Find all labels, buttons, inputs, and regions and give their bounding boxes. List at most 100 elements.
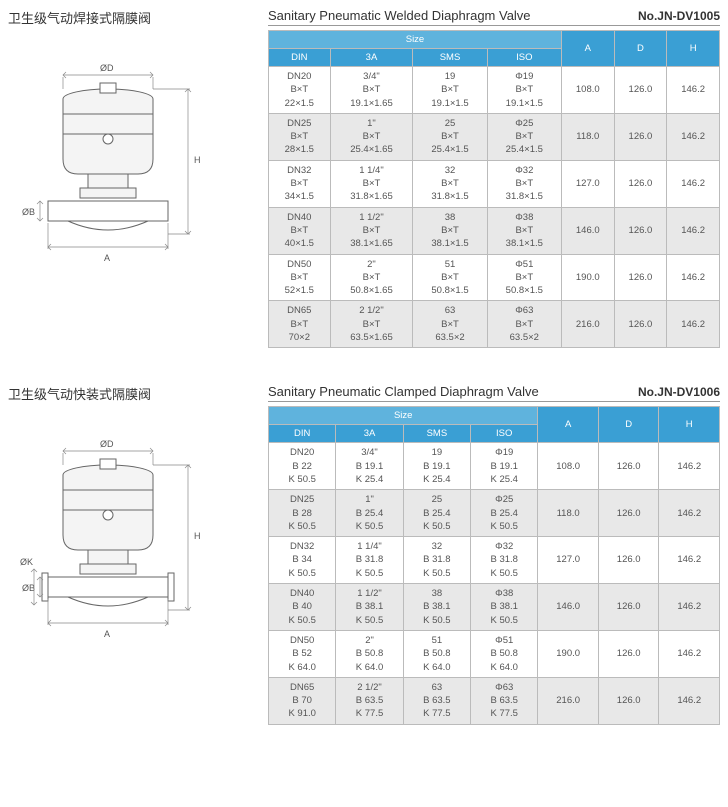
cell-iso: Φ63B 63.5K 77.5 <box>471 677 538 724</box>
cell-a: 108.0 <box>538 443 599 490</box>
cell-h: 146.2 <box>667 113 720 160</box>
cell-sms: 19B 19.1K 25.4 <box>403 443 470 490</box>
cell-3a: 1"B×T25.4×1.65 <box>330 113 413 160</box>
cell-sms: 19B×T19.1×1.5 <box>413 67 487 114</box>
svg-text:A: A <box>104 629 110 639</box>
left-column: 卫生级气动快装式隔膜阀 <box>8 384 268 724</box>
cell-3a: 2 1/2"B×T63.5×1.65 <box>330 301 413 348</box>
cell-a: 127.0 <box>538 537 599 584</box>
cell-sms: 51B×T50.8×1.5 <box>413 254 487 301</box>
cell-iso: Φ38B×T38.1×1.5 <box>487 207 561 254</box>
cell-d: 126.0 <box>614 254 667 301</box>
spec-table: Size A D H DIN 3A SMS ISO DN20B×T22×1.5 … <box>268 30 720 348</box>
valve-diagram: ØD H A ØB <box>8 39 258 269</box>
right-column: Sanitary Pneumatic Clamped Diaphragm Val… <box>268 384 720 724</box>
col-size: Size <box>269 31 562 49</box>
table-row: DN65B 70K 91.0 2 1/2"B 63.5K 77.5 63B 63… <box>269 677 720 724</box>
header-row: Sanitary Pneumatic Clamped Diaphragm Val… <box>268 384 720 402</box>
cell-iso: Φ19B×T19.1×1.5 <box>487 67 561 114</box>
table-row: DN65B×T70×2 2 1/2"B×T63.5×1.65 63B×T63.5… <box>269 301 720 348</box>
col-h: H <box>667 31 720 67</box>
left-column: 卫生级气动焊接式隔膜阀 <box>8 8 268 348</box>
cell-3a: 3/4"B×T19.1×1.65 <box>330 67 413 114</box>
cell-a: 146.0 <box>561 207 614 254</box>
cell-din: DN32B 34K 50.5 <box>269 537 336 584</box>
english-title: Sanitary Pneumatic Welded Diaphragm Valv… <box>268 8 531 23</box>
chinese-title: 卫生级气动焊接式隔膜阀 <box>8 8 258 27</box>
cell-sms: 32B 31.8K 50.5 <box>403 537 470 584</box>
cell-din: DN65B×T70×2 <box>269 301 331 348</box>
cell-sms: 25B 25.4K 50.5 <box>403 490 470 537</box>
cell-a: 190.0 <box>538 630 599 677</box>
cell-d: 126.0 <box>598 677 659 724</box>
cell-din: DN50B 52K 64.0 <box>269 630 336 677</box>
cell-d: 126.0 <box>598 490 659 537</box>
cell-d: 126.0 <box>614 113 667 160</box>
svg-text:ØB: ØB <box>22 207 35 217</box>
right-column: Sanitary Pneumatic Welded Diaphragm Valv… <box>268 8 720 348</box>
cell-d: 126.0 <box>614 160 667 207</box>
cell-d: 126.0 <box>598 443 659 490</box>
cell-iso: Φ51B×T50.8×1.5 <box>487 254 561 301</box>
cell-h: 146.2 <box>659 537 720 584</box>
model-number: No.JN-DV1006 <box>638 385 720 399</box>
cell-h: 146.2 <box>659 677 720 724</box>
cell-sms: 38B×T38.1×1.5 <box>413 207 487 254</box>
cell-h: 146.2 <box>667 160 720 207</box>
svg-text:ØK: ØK <box>20 557 33 567</box>
cell-iso: Φ51B 50.8K 64.0 <box>471 630 538 677</box>
cell-sms: 32B×T31.8×1.5 <box>413 160 487 207</box>
product-section: 卫生级气动快装式隔膜阀 <box>0 376 728 732</box>
cell-iso: Φ19B 19.1K 25.4 <box>471 443 538 490</box>
cell-din: DN25B×T28×1.5 <box>269 113 331 160</box>
cell-a: 108.0 <box>561 67 614 114</box>
col-din: DIN <box>269 425 336 443</box>
cell-d: 126.0 <box>598 584 659 631</box>
svg-text:ØB: ØB <box>22 583 35 593</box>
cell-3a: 1 1/4"B×T31.8×1.65 <box>330 160 413 207</box>
col-iso: ISO <box>487 49 561 67</box>
model-number: No.JN-DV1005 <box>638 9 720 23</box>
col-a: A <box>538 407 599 443</box>
cell-3a: 3/4"B 19.1K 25.4 <box>336 443 403 490</box>
cell-din: DN50B×T52×1.5 <box>269 254 331 301</box>
header-row: Sanitary Pneumatic Welded Diaphragm Valv… <box>268 8 720 26</box>
cell-3a: 1 1/2"B 38.1K 50.5 <box>336 584 403 631</box>
table-row: DN32B 34K 50.5 1 1/4"B 31.8K 50.5 32B 31… <box>269 537 720 584</box>
cell-3a: 2 1/2"B 63.5K 77.5 <box>336 677 403 724</box>
cell-sms: 38B 38.1K 50.5 <box>403 584 470 631</box>
cell-a: 118.0 <box>561 113 614 160</box>
cell-h: 146.2 <box>659 584 720 631</box>
cell-a: 146.0 <box>538 584 599 631</box>
cell-d: 126.0 <box>598 630 659 677</box>
cell-din: DN32B×T34×1.5 <box>269 160 331 207</box>
cell-3a: 2"B×T50.8×1.65 <box>330 254 413 301</box>
cell-h: 146.2 <box>667 254 720 301</box>
table-row: DN40B 40K 50.5 1 1/2"B 38.1K 50.5 38B 38… <box>269 584 720 631</box>
cell-iso: Φ38B 38.1K 50.5 <box>471 584 538 631</box>
col-sms: SMS <box>403 425 470 443</box>
svg-text:A: A <box>104 253 110 263</box>
cell-sms: 63B×T63.5×2 <box>413 301 487 348</box>
cell-din: DN65B 70K 91.0 <box>269 677 336 724</box>
col-3a: 3A <box>330 49 413 67</box>
cell-din: DN25B 28K 50.5 <box>269 490 336 537</box>
cell-sms: 25B×T25.4×1.5 <box>413 113 487 160</box>
cell-a: 190.0 <box>561 254 614 301</box>
cell-d: 126.0 <box>614 207 667 254</box>
spec-table: Size A D H DIN 3A SMS ISO DN20B 22K 50.5… <box>268 406 720 724</box>
cell-din: DN40B×T40×1.5 <box>269 207 331 254</box>
valve-diagram: ØD H A ØB ØK <box>8 415 258 645</box>
col-d: D <box>614 31 667 67</box>
col-d: D <box>598 407 659 443</box>
cell-h: 146.2 <box>667 67 720 114</box>
cell-a: 118.0 <box>538 490 599 537</box>
col-size: Size <box>269 407 538 425</box>
cell-iso: Φ25B 25.4K 50.5 <box>471 490 538 537</box>
cell-iso: Φ63B×T63.5×2 <box>487 301 561 348</box>
col-3a: 3A <box>336 425 403 443</box>
col-a: A <box>561 31 614 67</box>
table-row: DN20B×T22×1.5 3/4"B×T19.1×1.65 19B×T19.1… <box>269 67 720 114</box>
table-row: DN50B×T52×1.5 2"B×T50.8×1.65 51B×T50.8×1… <box>269 254 720 301</box>
table-row: DN50B 52K 64.0 2"B 50.8K 64.0 51B 50.8K … <box>269 630 720 677</box>
